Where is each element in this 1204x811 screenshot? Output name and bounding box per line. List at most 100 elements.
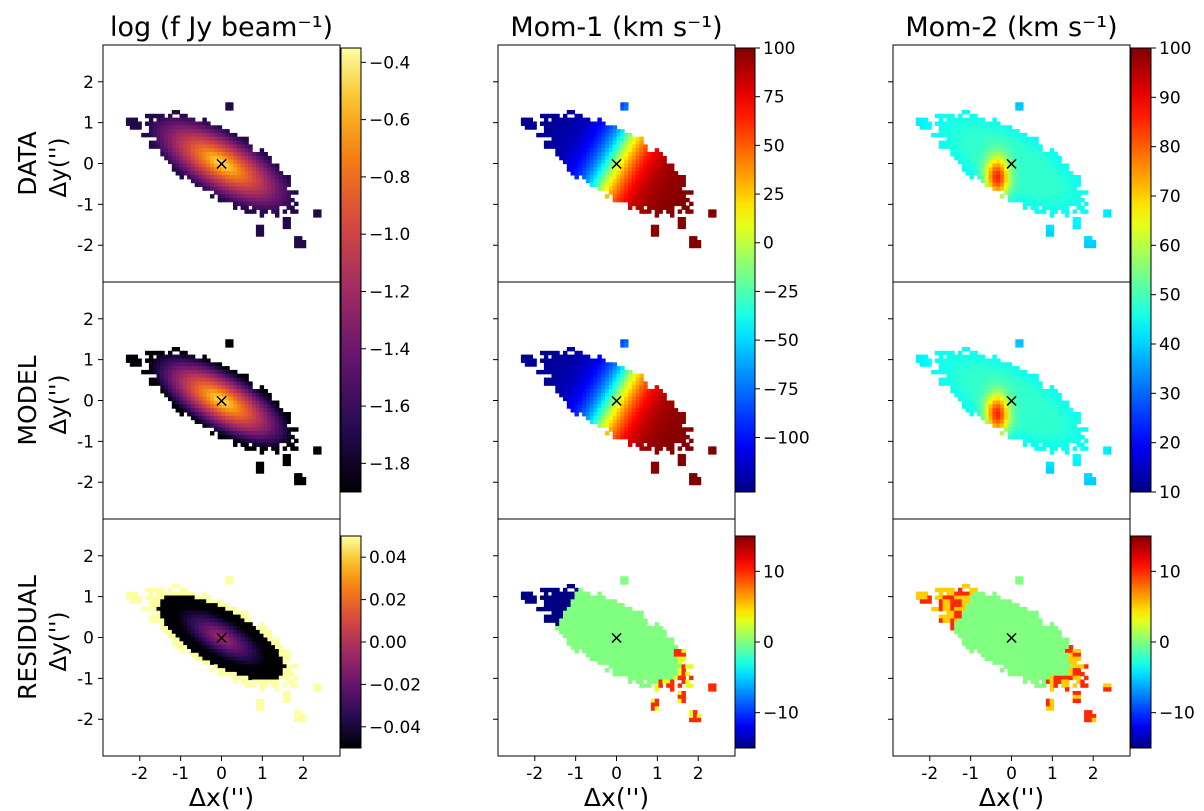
heatmap-cell (236, 652, 242, 658)
heatmap-cell (267, 201, 272, 207)
heatmap-cell (578, 350, 583, 356)
heatmap-cell (1015, 106, 1020, 111)
heatmap-cell (125, 595, 131, 600)
heatmap-cell (639, 385, 644, 390)
heatmap-cell (221, 194, 226, 199)
heatmap-cell (635, 140, 641, 146)
heatmap-cell (282, 431, 288, 436)
heatmap-cell (950, 366, 955, 371)
heatmap-cell (233, 148, 238, 153)
heatmap-cell (601, 358, 606, 363)
heatmap-cell (984, 369, 990, 375)
heatmap-cell (183, 626, 188, 631)
heatmap-cell (570, 159, 576, 165)
heatmap-cell (961, 362, 967, 367)
heatmap-cell (156, 595, 161, 600)
heatmap-cell (1103, 213, 1108, 218)
heatmap-cell (168, 385, 173, 390)
heatmap-cell (605, 656, 610, 662)
heatmap-cell (593, 373, 599, 379)
heatmap-cell (225, 106, 230, 111)
heatmap-cell (240, 633, 246, 639)
heatmap-cell (566, 132, 572, 138)
heatmap-cell (1034, 400, 1039, 405)
heatmap-cell (597, 358, 602, 363)
heatmap-cell (259, 683, 265, 688)
heatmap-cell (647, 649, 652, 654)
heatmap-cell (996, 167, 1001, 172)
heatmap-cell (942, 358, 948, 363)
heatmap-cell (585, 163, 591, 168)
heatmap-cell (666, 664, 671, 669)
heatmap-cell (171, 152, 177, 157)
heatmap-cell (654, 702, 660, 707)
heatmap-cell (954, 354, 959, 360)
heatmap-cell (946, 144, 951, 149)
heatmap-cell (601, 622, 606, 627)
heatmap-cell (275, 178, 280, 184)
heatmap-cell (190, 354, 196, 360)
heatmap-cell (566, 595, 572, 600)
heatmap-cell (233, 389, 238, 394)
heatmap-cell (624, 152, 629, 157)
heatmap-cell (612, 404, 618, 409)
heatmap-cell (1026, 396, 1032, 402)
heatmap-cell (654, 633, 660, 639)
heatmap-cell (1019, 159, 1024, 165)
heatmap-cell (263, 637, 268, 642)
heatmap-cell (992, 144, 997, 149)
heatmap-cell (164, 132, 169, 138)
heatmap-cell (1030, 152, 1036, 157)
heatmap-cell (198, 362, 204, 367)
heatmap-cell (198, 140, 204, 146)
heatmap-cell (612, 427, 618, 432)
heatmap-cell (255, 698, 261, 704)
heatmap-cell (148, 144, 154, 149)
heatmap-cell (1023, 167, 1028, 172)
heatmap-cell (988, 182, 994, 188)
heatmap-cell (616, 190, 621, 195)
heatmap-cell (198, 637, 204, 642)
heatmap-cell (965, 369, 971, 375)
heatmap-cell (608, 392, 614, 398)
heatmap-cell (570, 148, 576, 153)
heatmap-cell (969, 400, 974, 405)
heatmap-cell (662, 434, 667, 440)
heatmap-cell (233, 132, 238, 138)
heatmap-cell (1045, 442, 1051, 447)
heatmap-cell (1057, 159, 1062, 165)
heatmap-cell (244, 683, 249, 688)
heatmap-cell (639, 201, 644, 207)
heatmap-cell (1049, 469, 1055, 474)
heatmap-cell (574, 633, 579, 639)
heatmap-cell (666, 683, 671, 688)
heatmap-cell (578, 610, 583, 616)
heatmap-cell (601, 186, 606, 191)
heatmap-cell (582, 358, 587, 363)
heatmap-cell (1057, 163, 1062, 168)
heatmap-cell (555, 369, 560, 375)
heatmap-cell (1042, 400, 1047, 405)
heatmap-cell (286, 220, 291, 226)
heatmap-cell (240, 197, 246, 203)
heatmap-cell (217, 389, 223, 394)
heatmap-cell (1057, 442, 1062, 447)
heatmap-cell (666, 649, 671, 654)
heatmap-cell (229, 136, 234, 142)
heatmap-cell (236, 171, 242, 176)
heatmap-cell (1053, 197, 1058, 203)
heatmap-cell (647, 412, 652, 417)
heatmap-cell (620, 339, 625, 344)
heatmap-cell (229, 431, 234, 436)
heatmap-cell (221, 404, 226, 409)
heatmap-cell (624, 339, 629, 344)
heatmap-cell (666, 419, 671, 425)
heatmap-cell (942, 125, 948, 130)
heatmap-cell (927, 358, 932, 363)
heatmap-cell (278, 652, 284, 658)
heatmap-cell (973, 171, 978, 176)
x-tick-label: 1 (257, 764, 268, 784)
heatmap-cell (187, 400, 192, 405)
heatmap-cell (1038, 201, 1043, 207)
heatmap-cell (616, 152, 621, 157)
